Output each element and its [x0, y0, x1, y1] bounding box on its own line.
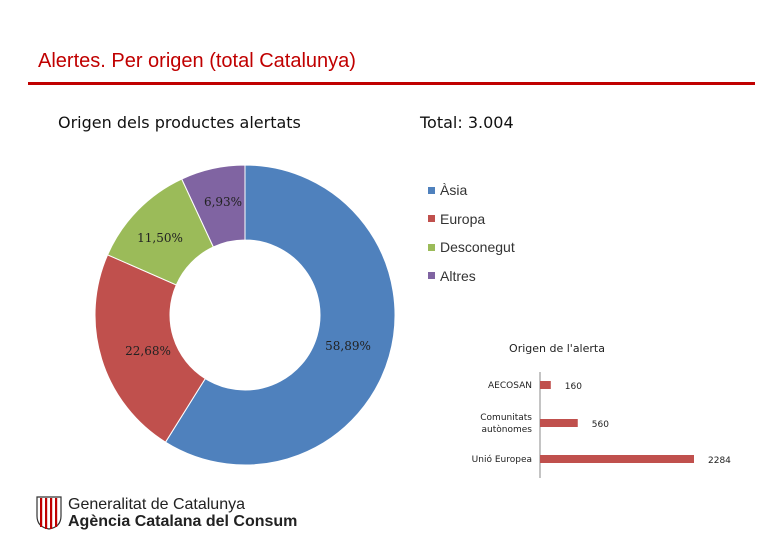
legend-item-1: Europa — [428, 205, 515, 234]
bar-chart-title: Origen de l'alerta — [509, 342, 605, 355]
generalitat-logo-icon — [36, 496, 62, 530]
legend-swatch-0 — [428, 186, 435, 194]
legend-swatch-2 — [428, 243, 435, 251]
agency-logo-text: Generalitat de Catalunya Agència Catalan… — [68, 496, 298, 531]
legend-swatch-1 — [428, 215, 435, 223]
bar-0 — [540, 381, 551, 389]
legend-item-2: Desconegut — [428, 233, 515, 262]
bar-value-label-0: 160 — [565, 382, 582, 392]
bar-2 — [540, 455, 694, 463]
title-rule — [28, 82, 755, 85]
bar-1 — [540, 419, 578, 427]
legend-label-0: Àsia — [440, 182, 468, 199]
bar-category-label-2: Unió Europea — [472, 454, 532, 465]
donut-slice-1 — [94, 254, 206, 443]
legend-item-3: Altres — [428, 262, 515, 291]
donut-slice-3 — [181, 164, 246, 248]
donut-chart-title: Origen dels productes alertats — [58, 113, 301, 132]
origin-bar-chart: Origen de l'alerta 160 AECOSAN 560 Comunitat… — [472, 342, 731, 478]
bar-value-label-1: 560 — [592, 420, 609, 430]
donut-slice-0 — [164, 164, 396, 466]
legend-item-0: Àsia — [428, 176, 515, 205]
donut-value-label-0: 58,89% — [325, 339, 371, 353]
legend-label-1: Europa — [440, 210, 486, 227]
legend-swatch-3 — [428, 272, 435, 280]
bar-category-label-0: AECOSAN — [488, 381, 532, 391]
legend-label-3: Altres — [440, 267, 476, 284]
bar-value-label-2: 2284 — [708, 456, 731, 466]
page-title: Alertes. Per origen (total Catalunya) — [38, 50, 356, 72]
donut-value-label-1: 22,68% — [125, 344, 171, 358]
donut-chart-total: Total: 3.004 — [420, 113, 514, 132]
logo-line-agency: Agència Catalana del Consum — [68, 513, 298, 530]
donut-value-label-2: 11,50% — [137, 231, 183, 245]
donut-chart: 58,89% 22,68% 11,50% 6,93% — [94, 164, 396, 466]
bar-category-label-1: Comunitats — [480, 413, 532, 423]
legend-label-2: Desconegut — [440, 239, 515, 256]
donut-value-label-3: 6,93% — [204, 195, 242, 209]
logo-line-generalitat: Generalitat de Catalunya — [68, 496, 245, 513]
donut-legend: Àsia Europa Desconegut Altres — [428, 176, 515, 290]
bar-category-label-1: autònomes — [482, 424, 533, 435]
